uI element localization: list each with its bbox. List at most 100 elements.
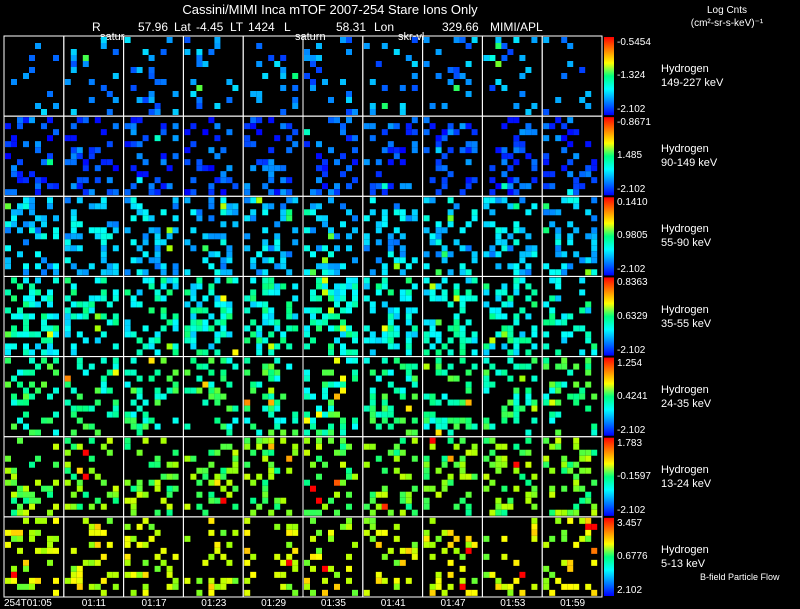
- heatmap-pixel: [369, 535, 376, 542]
- heatmap-pixel: [501, 153, 508, 160]
- heatmap-pixel: [244, 369, 251, 376]
- heatmap-pixel: [513, 363, 520, 370]
- heatmap-pixel: [501, 227, 508, 234]
- heatmap-pixel: [82, 423, 89, 430]
- heatmap-pixel: [23, 411, 29, 418]
- heatmap-pixel: [346, 97, 352, 103]
- heatmap-pixel: [136, 245, 143, 252]
- heatmap-pixel: [100, 129, 107, 136]
- heatmap-pixel: [555, 227, 562, 234]
- heatmap-pixel: [465, 319, 472, 326]
- heatmap-pixel: [363, 233, 370, 240]
- heatmap-pixel: [11, 295, 17, 302]
- heatmap-pixel: [166, 565, 173, 572]
- heatmap-pixel: [369, 109, 376, 115]
- heatmap-pixel: [100, 331, 107, 338]
- heatmap-pixel: [411, 509, 418, 516]
- heatmap-pixel: [208, 497, 215, 504]
- heatmap-pixel: [381, 147, 388, 154]
- heatmap-pixel: [471, 141, 478, 148]
- heatmap-pixel: [100, 277, 107, 284]
- heatmap-pixel: [220, 147, 227, 154]
- heatmap-pixel: [208, 479, 215, 486]
- heatmap-pixel: [549, 571, 556, 578]
- heatmap-pixel: [423, 497, 430, 504]
- heatmap-pixel: [501, 325, 508, 332]
- heatmap-pixel: [585, 307, 592, 314]
- heatmap-pixel: [106, 221, 113, 228]
- heatmap-pixel: [202, 509, 209, 516]
- heatmap-pixel: [447, 209, 454, 216]
- heatmap-pixel: [453, 313, 460, 320]
- heatmap-pixel: [130, 215, 137, 222]
- heatmap-pixel: [531, 159, 538, 166]
- heatmap-pixel: [274, 135, 281, 142]
- heatmap-pixel: [196, 85, 203, 91]
- heatmap-pixel: [585, 103, 592, 109]
- heatmap-pixel: [399, 497, 406, 504]
- heatmap-pixel: [262, 491, 269, 498]
- heatmap-pixel: [304, 209, 310, 216]
- heatmap-pixel: [17, 227, 23, 234]
- colorbar-tick-label: -0.8671: [617, 117, 651, 129]
- heatmap-pixel: [136, 429, 143, 436]
- heatmap-pixel: [11, 467, 17, 474]
- heatmap-pixel: [441, 417, 448, 424]
- heatmap-pixel: [154, 103, 161, 109]
- heatmap-pixel: [11, 375, 17, 382]
- heatmap-pixel: [142, 343, 149, 350]
- heatmap-pixel: [292, 325, 299, 332]
- species-label: Hydrogen: [661, 63, 709, 76]
- heatmap-pixel: [244, 337, 251, 344]
- heatmap-pixel: [64, 313, 71, 320]
- heatmap-pixel: [495, 443, 502, 450]
- heatmap-pixel: [429, 541, 436, 548]
- heatmap-pixel: [459, 349, 466, 356]
- heatmap-pixel: [100, 479, 107, 486]
- heatmap-pixel: [567, 517, 574, 524]
- heatmap-pixel: [340, 319, 346, 326]
- heatmap-pixel: [573, 437, 580, 444]
- heatmap-pixel: [555, 399, 562, 406]
- heatmap-pixel: [100, 239, 107, 246]
- heatmap-pixel: [70, 283, 77, 290]
- heatmap-pixel: [23, 177, 29, 184]
- heatmap-pixel: [29, 203, 35, 210]
- heatmap-pixel: [292, 73, 299, 79]
- heatmap-pixel: [340, 387, 346, 394]
- heatmap-pixel: [387, 547, 394, 554]
- heatmap-pixel: [435, 141, 442, 148]
- heatmap-pixel: [250, 571, 257, 578]
- heatmap-pixel: [381, 467, 388, 474]
- heatmap-pixel: [208, 449, 215, 456]
- heatmap-pixel: [100, 85, 107, 91]
- heatmap-pixel: [100, 375, 107, 382]
- heatmap-pixel: [268, 387, 275, 394]
- heatmap-pixel: [328, 423, 334, 430]
- heatmap-pixel: [244, 123, 251, 130]
- heatmap-pixel: [334, 183, 340, 190]
- heatmap-pixel: [399, 109, 406, 115]
- heatmap-pixel: [567, 467, 574, 474]
- heatmap-pixel: [23, 393, 29, 400]
- heatmap-pixel: [172, 227, 179, 234]
- heatmap-pixel: [465, 183, 472, 190]
- heatmap-pixel: [387, 325, 394, 332]
- heatmap-pixel: [489, 461, 496, 468]
- heatmap-pixel: [220, 473, 227, 480]
- heatmap-pixel: [130, 301, 137, 308]
- heatmap-pixel: [190, 141, 197, 148]
- heatmap-pixel: [387, 251, 394, 258]
- heatmap-pixel: [393, 449, 400, 456]
- heatmap-pixel: [531, 251, 538, 258]
- heatmap-pixel: [495, 509, 502, 516]
- time-tick-label: 01:41: [380, 598, 406, 609]
- heatmap-pixel: [88, 263, 95, 270]
- heatmap-pixel: [525, 67, 532, 73]
- heatmap-pixel: [459, 37, 466, 43]
- heatmap-pixel: [94, 399, 101, 406]
- heatmap-pixel: [316, 529, 322, 536]
- heatmap-pixel: [405, 363, 412, 370]
- heatmap-pixel: [322, 289, 328, 296]
- heatmap-pixel: [29, 529, 35, 536]
